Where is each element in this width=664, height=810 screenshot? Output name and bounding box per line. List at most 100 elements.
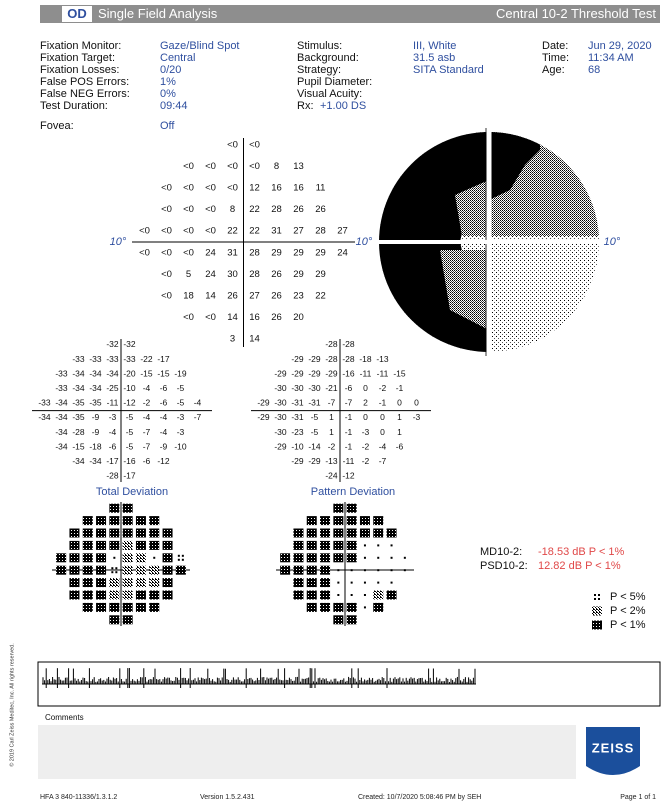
eye-box [62, 6, 92, 22]
prob-symbol [122, 528, 133, 538]
deviation-value: -5 [126, 412, 134, 422]
deviation-value: -34 [55, 427, 68, 437]
threshold-value: <0 [161, 247, 172, 258]
deviation-value: -33 [89, 354, 102, 364]
prob-symbol [363, 606, 366, 609]
prob-symbol [96, 602, 107, 612]
prob-symbol [56, 565, 67, 575]
threshold-value: 3 [230, 334, 235, 345]
prob-symbol [346, 528, 357, 538]
info-label: Rx: [297, 100, 314, 112]
info-value: SITA Standard [413, 64, 484, 76]
prob-symbol [82, 528, 93, 538]
prob-symbol [135, 540, 146, 550]
deviation-value: -34 [72, 456, 85, 466]
threshold-value: <0 [205, 312, 216, 323]
deviation-value: -5 [311, 412, 319, 422]
prob-symbol [350, 581, 353, 584]
deviation-value: -9 [92, 412, 100, 422]
threshold-value: 16 [249, 312, 260, 323]
prob-symbol [333, 540, 344, 550]
info-value: 0/20 [160, 64, 181, 76]
info-value: 11:34 AM [588, 52, 634, 64]
threshold-value: 26 [271, 269, 282, 280]
deviation-value: -33 [38, 398, 51, 408]
info-value: Central [160, 52, 195, 64]
deviation-value: -31 [291, 412, 304, 422]
threshold-value: 26 [271, 312, 282, 323]
footer-text: Page 1 of 1 [620, 794, 656, 801]
deviation-value: -19 [174, 368, 187, 378]
info-label: Pupil Diameter: [297, 76, 372, 88]
deviation-value: -16 [342, 368, 355, 378]
deviation-value: -3 [177, 427, 185, 437]
threshold-value: 24 [337, 247, 348, 258]
deviation-value: -7 [143, 441, 151, 451]
prob-symbol [162, 590, 173, 600]
prob-symbol [149, 528, 160, 538]
prob-symbol [109, 578, 120, 588]
deviation-value: 1 [397, 412, 402, 422]
gaze-box [37, 661, 661, 707]
eye: OD [67, 6, 87, 21]
deviation-value: -12 [342, 471, 355, 481]
prob-symbol [135, 602, 146, 612]
threshold-value: 16 [271, 183, 282, 194]
info-label: Fovea: [40, 120, 74, 132]
prob-symbol [177, 554, 184, 561]
prob-symbol [386, 590, 397, 600]
plot-label: Total Deviation [96, 486, 168, 498]
prob-symbol [175, 565, 186, 575]
prob-symbol [293, 540, 304, 550]
info-value: Jun 29, 2020 [588, 40, 652, 52]
prob-symbol [320, 540, 331, 550]
prob-symbol [69, 578, 80, 588]
deviation-value: -30 [274, 398, 287, 408]
deviation-value: -7 [194, 412, 202, 422]
prob-symbol [69, 590, 80, 600]
deviation-value: -33 [106, 354, 119, 364]
prob-symbol [390, 581, 393, 584]
prob-symbol [96, 578, 107, 588]
deviation-value: -29 [257, 398, 270, 408]
prob-symbol [592, 606, 602, 616]
prob-symbol [82, 540, 93, 550]
prob-symbol [346, 540, 357, 550]
prob-symbol [306, 565, 317, 575]
info-value: 31.5 asb [413, 52, 455, 64]
info-value: Off [160, 120, 175, 132]
prob-symbol [122, 503, 133, 513]
deviation-value: -28 [325, 339, 338, 349]
prob-symbol [373, 590, 384, 600]
deviation-value: -30 [274, 412, 287, 422]
deviation-value: -35 [72, 412, 85, 422]
threshold-value: <0 [227, 161, 238, 172]
threshold-value: <0 [227, 183, 238, 194]
prob-symbol [111, 567, 118, 574]
deviation-value: -1 [345, 412, 353, 422]
deviation-value: -10 [174, 441, 187, 451]
deviation-value: 0 [414, 398, 419, 408]
prob-symbol [306, 540, 317, 550]
threshold-value: 24 [205, 247, 216, 258]
threshold-value: <0 [183, 247, 194, 258]
threshold-value: <0 [205, 204, 216, 215]
deviation-value: -14 [308, 441, 321, 451]
prob-symbol [96, 553, 107, 563]
prob-symbol [122, 578, 133, 588]
prob-symbol [82, 590, 93, 600]
logo-shield [586, 727, 640, 775]
threshold-value: 28 [249, 269, 260, 280]
deviation-value: -25 [106, 383, 119, 393]
deviation-value: -11 [377, 368, 389, 378]
threshold-value: 29 [293, 269, 304, 280]
prob-dot [111, 567, 114, 570]
deviation-value: -15 [140, 368, 153, 378]
threshold-value: 29 [271, 247, 282, 258]
prob-symbol [337, 569, 340, 572]
prob-symbol [122, 590, 133, 600]
threshold-value: 27 [337, 226, 348, 237]
prob-symbol [162, 578, 173, 588]
